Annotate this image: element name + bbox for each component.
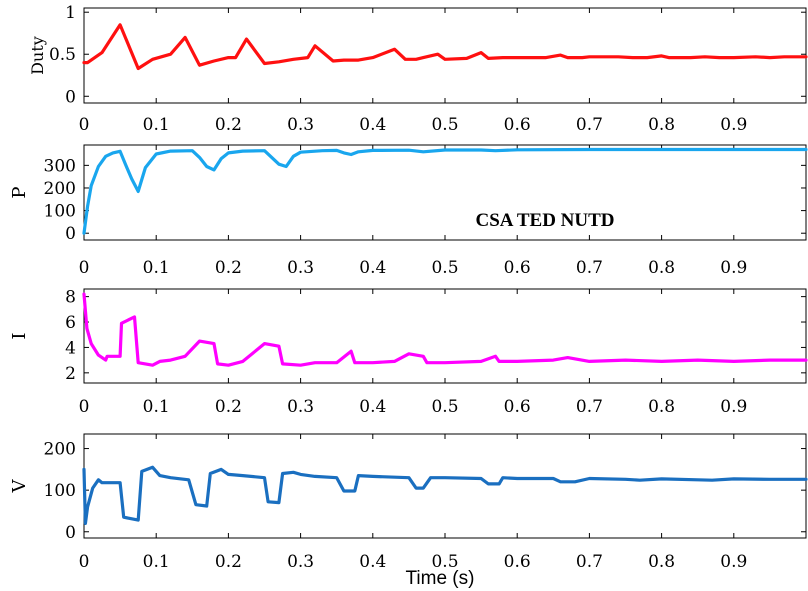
voltage-x-tick-label: 0.4 xyxy=(359,552,386,572)
current-x-tick-label: 0.8 xyxy=(648,397,675,417)
power-x-tick-label: 0 xyxy=(79,258,90,278)
current-series-line xyxy=(82,292,808,367)
current-y-tick-label: 4 xyxy=(65,338,76,358)
voltage-y-tick-label: 200 xyxy=(44,440,76,460)
current-axes-box xyxy=(83,288,807,384)
current-x-tick-label: 0 xyxy=(79,397,90,417)
power-y-axis-label: P xyxy=(9,186,30,198)
x-axis-label: Time (s) xyxy=(406,568,475,589)
duty-x-tick-label: 0.2 xyxy=(215,115,242,135)
duty-x-tick-label: 0.5 xyxy=(431,115,458,135)
current-y-tick-label: 6 xyxy=(65,313,76,333)
current-x-tick-label: 0.9 xyxy=(720,397,747,417)
duty-x-tick-label: 0.3 xyxy=(287,115,314,135)
power-y-tick-label: 300 xyxy=(44,156,76,176)
current-x-tick-label: 0.1 xyxy=(143,397,170,417)
duty-series-line xyxy=(82,23,808,71)
power-x-tick-label: 0.3 xyxy=(287,258,314,278)
duty-x-tick-label: 0.8 xyxy=(648,115,675,135)
voltage-x-tick-label: 0.6 xyxy=(504,552,531,572)
duty-x-tick-label: 0.6 xyxy=(504,115,531,135)
power-x-tick-label: 0.7 xyxy=(576,258,603,278)
duty-x-tick-label: 0.9 xyxy=(720,115,747,135)
voltage-x-tick-label: 0.2 xyxy=(215,552,242,572)
voltage-x-tick-label: 0.7 xyxy=(576,552,603,572)
voltage-x-tick-label: 0 xyxy=(79,552,90,572)
voltage-x-tick-label: 0.8 xyxy=(648,552,675,572)
power-annotation: CSA TED NUTD xyxy=(475,210,614,231)
current-x-tick-label: 0.5 xyxy=(431,397,458,417)
power-x-tick-label: 0.9 xyxy=(720,258,747,278)
current-x-tick-label: 0.7 xyxy=(576,397,603,417)
current-x-tick-label: 0.4 xyxy=(359,397,386,417)
power-x-tick-label: 0.6 xyxy=(504,258,531,278)
current-x-tick-label: 0.6 xyxy=(504,397,531,417)
current-x-tick-label: 0.3 xyxy=(287,397,314,417)
current-y-tick-label: 2 xyxy=(65,364,76,384)
power-x-tick-label: 0.2 xyxy=(215,258,242,278)
voltage-y-axis-label: V xyxy=(9,479,30,494)
current-y-tick-label: 8 xyxy=(65,288,76,308)
power-x-tick-label: 0.5 xyxy=(431,258,458,278)
duty-panel: 0 0.1 0.2 0.3 0.4 0.5 0.6 0.7 0.8 0.9 0 0.5 1 Duty xyxy=(28,3,808,135)
duty-x-tick-label: 0 xyxy=(79,115,90,135)
power-axes-box xyxy=(83,144,807,241)
voltage-x-tick-label: 0.1 xyxy=(143,552,170,572)
voltage-x-tick-label: 0.5 xyxy=(431,552,458,572)
power-x-tick-label: 0.1 xyxy=(143,258,170,278)
power-series-line xyxy=(82,147,808,235)
duty-y-tick-label: 0.5 xyxy=(49,45,76,65)
power-panel: 0 0.1 0.2 0.3 0.4 0.5 0.6 0.7 0.8 0.90100200300PC… xyxy=(9,144,808,278)
voltage-series-line xyxy=(82,465,808,526)
power-y-tick-label: 100 xyxy=(44,202,76,222)
duty-axes-box xyxy=(83,7,807,104)
voltage-y-tick-label: 0 xyxy=(65,523,76,543)
current-y-axis-label: I xyxy=(9,332,30,339)
duty-x-tick-label: 0.1 xyxy=(143,115,170,135)
voltage-y-tick-label: 100 xyxy=(44,481,76,501)
voltage-x-tick-label: 0.9 xyxy=(720,552,747,572)
voltage-panel: 0 0.1 0.2 0.3 0.4 0.5 0.6 0.7 0.8 0.9 0 100 200 V xyxy=(9,433,808,572)
power-y-tick-label: 0 xyxy=(65,224,76,244)
power-x-tick-label: 0.8 xyxy=(648,258,675,278)
duty-y-axis-label: Duty xyxy=(28,36,47,75)
power-y-tick-label: 200 xyxy=(44,179,76,199)
duty-y-tick-label: 0 xyxy=(65,87,76,107)
duty-x-tick-label: 0.4 xyxy=(359,115,386,135)
voltage-axes-box xyxy=(83,433,807,539)
current-panel: 0 0.1 0.2 0.3 0.4 0.5 0.6 0.7 0.8 0.9 2 4 6 8 I xyxy=(9,288,808,417)
power-x-tick-label: 0.4 xyxy=(359,258,386,278)
current-x-tick-label: 0.2 xyxy=(215,397,242,417)
duty-x-tick-label: 0.7 xyxy=(576,115,603,135)
duty-y-tick-label: 1 xyxy=(65,3,76,23)
voltage-x-tick-label: 0.3 xyxy=(287,552,314,572)
